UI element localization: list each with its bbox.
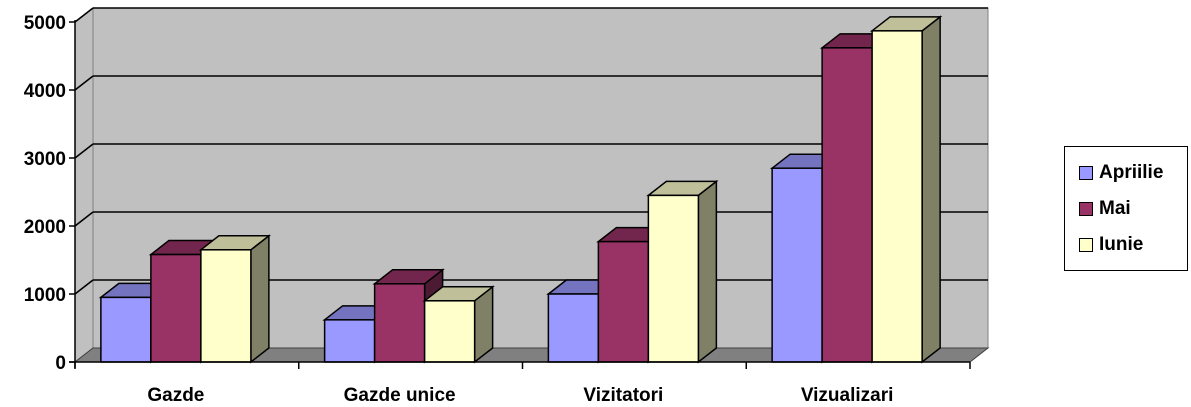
y-tick-label: 2000 xyxy=(24,217,66,238)
x-category-label: Gazde unice xyxy=(344,385,456,406)
x-category-label: Vizitatori xyxy=(583,385,663,406)
bar-vizitatori-iunie xyxy=(646,179,719,364)
gridline-side xyxy=(74,211,94,227)
x-category-labels: Gazde Gazde unice Vizitatori Vizualizari xyxy=(147,385,893,406)
bar-front xyxy=(821,47,873,363)
side-wall xyxy=(74,6,94,364)
bar-front xyxy=(150,253,202,363)
gridline-side xyxy=(74,143,94,159)
x-category-label: Vizualizari xyxy=(801,385,894,406)
bar-front xyxy=(597,240,650,363)
x-category-label: Gazde xyxy=(147,385,204,406)
bar-front xyxy=(871,30,923,363)
y-tick-label: 1000 xyxy=(24,285,66,306)
bar-front xyxy=(547,293,600,363)
legend-label: Iunie xyxy=(1099,234,1144,255)
gridline-side xyxy=(74,279,94,295)
legend-label: Mai xyxy=(1099,198,1131,219)
bar-side xyxy=(697,179,718,364)
legend-swatch-apriilie xyxy=(1079,166,1093,180)
bar-side xyxy=(921,15,941,364)
bars xyxy=(98,15,943,364)
bar-front xyxy=(771,167,823,363)
bar-gazde-iunie xyxy=(198,234,272,364)
y-tick-label: 4000 xyxy=(24,81,66,102)
bar-front xyxy=(323,319,376,363)
legend-item-iunie: Iunie xyxy=(1079,233,1143,257)
legend-item-apriilie: Apriilie xyxy=(1079,161,1163,185)
bar-front xyxy=(373,283,426,363)
bar-front xyxy=(200,249,252,363)
bar-front xyxy=(647,194,700,363)
legend-swatch-iunie xyxy=(1079,238,1093,252)
gridline-side xyxy=(74,7,94,23)
legend-label: Apriilie xyxy=(1099,162,1164,183)
bar-front xyxy=(423,300,476,363)
bar-side xyxy=(250,234,270,364)
y-tick-label: 5000 xyxy=(24,13,66,34)
y-tick-label: 3000 xyxy=(24,149,66,170)
bar-front xyxy=(100,296,152,363)
legend-item-mai: Mai xyxy=(1079,197,1131,221)
axes xyxy=(69,20,971,369)
bar-vizualizari-iunie xyxy=(869,15,943,364)
legend-swatch-mai xyxy=(1079,202,1093,216)
y-tick-labels: 0 1000 2000 3000 4000 5000 xyxy=(24,13,66,374)
y-tick-label: 0 xyxy=(55,353,66,374)
legend: Apriilie Mai Iunie xyxy=(1064,146,1188,271)
gridline-side xyxy=(74,75,94,91)
bar-gazde-unice-iunie xyxy=(422,285,495,364)
